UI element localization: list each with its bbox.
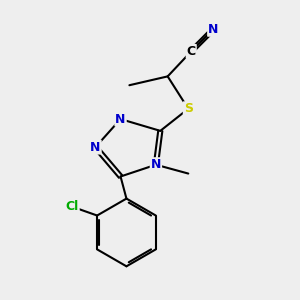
Text: S: S xyxy=(184,102,193,115)
Text: N: N xyxy=(90,141,101,154)
Text: N: N xyxy=(116,112,126,126)
Text: Cl: Cl xyxy=(65,200,79,213)
Text: C: C xyxy=(187,45,196,58)
Text: N: N xyxy=(208,23,218,36)
Text: N: N xyxy=(151,158,161,171)
